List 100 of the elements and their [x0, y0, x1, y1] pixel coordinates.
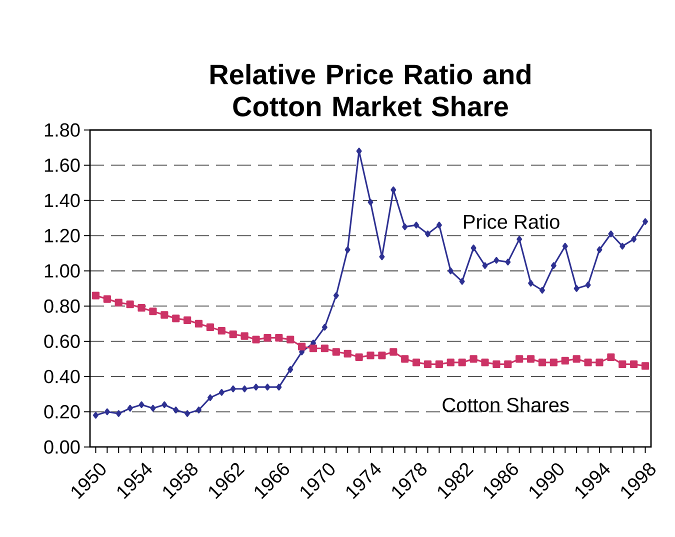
point [252, 336, 260, 344]
point [470, 355, 478, 363]
point [424, 360, 432, 368]
point [253, 384, 259, 391]
point [218, 326, 226, 335]
point [114, 298, 122, 306]
point [298, 342, 306, 350]
chart-title: Relative Price Ratio and Cotton Market Share [210, 64, 530, 116]
point [494, 256, 500, 264]
point [275, 334, 283, 342]
point [149, 308, 157, 316]
point [286, 336, 294, 344]
point [446, 358, 454, 366]
point [218, 388, 224, 396]
y-tick-label: 1.20 [44, 228, 80, 242]
point [620, 242, 626, 250]
point [607, 353, 615, 361]
point [572, 355, 580, 363]
point [574, 285, 580, 292]
point [344, 350, 352, 358]
point [550, 262, 556, 269]
y-tick-label: 1.00 [44, 264, 80, 278]
y-tick-label: 0.80 [44, 299, 80, 313]
point [207, 394, 213, 402]
y-tick-label: 0.40 [44, 370, 80, 384]
point [229, 330, 237, 338]
y-tick-label: 1.80 [44, 123, 80, 137]
point [184, 316, 192, 324]
point [390, 186, 396, 194]
point [505, 258, 511, 266]
point [160, 311, 168, 319]
point [608, 230, 614, 238]
point [366, 352, 374, 360]
point [173, 406, 179, 414]
point [584, 358, 592, 366]
point [332, 348, 340, 356]
point [92, 292, 100, 300]
point [162, 401, 168, 408]
point [435, 360, 443, 368]
point [322, 324, 328, 331]
point [288, 366, 294, 373]
y-tick-label: 0.60 [44, 334, 80, 348]
point [516, 236, 522, 243]
point [355, 353, 363, 361]
point [378, 352, 386, 360]
point [401, 355, 409, 363]
point [526, 355, 535, 363]
point [504, 360, 512, 368]
point [561, 356, 569, 364]
point [184, 410, 190, 417]
point [481, 358, 489, 366]
point [538, 358, 546, 366]
point [618, 360, 626, 368]
y-tick-label: 0.00 [44, 440, 80, 454]
point [103, 295, 111, 303]
series-label: Price Ratio [464, 214, 560, 229]
point [344, 246, 350, 254]
point [356, 148, 362, 155]
point [150, 404, 156, 412]
point [585, 282, 591, 288]
point [368, 198, 374, 206]
point [436, 222, 442, 228]
point [641, 362, 650, 370]
point [539, 286, 545, 294]
point [127, 404, 133, 412]
point [104, 408, 110, 416]
point [320, 344, 329, 352]
series-label: Cotton Shares [442, 397, 569, 412]
point [630, 360, 638, 368]
point [631, 236, 637, 243]
point [138, 401, 144, 408]
point [309, 344, 318, 352]
point [424, 230, 430, 238]
point [492, 360, 500, 368]
y-tick-label: 1.40 [44, 194, 80, 208]
point [92, 412, 98, 419]
point [172, 314, 180, 322]
y-tick-label: 1.60 [44, 158, 80, 172]
point [596, 358, 604, 366]
point [240, 332, 248, 340]
point [550, 358, 558, 366]
point [276, 384, 282, 391]
point [230, 385, 236, 392]
point [138, 304, 146, 312]
point [194, 320, 203, 328]
point [196, 406, 202, 414]
point [448, 267, 454, 274]
point [206, 323, 214, 332]
point [528, 280, 534, 287]
point [458, 358, 466, 366]
point [642, 218, 648, 225]
point [516, 355, 524, 363]
point [242, 385, 248, 392]
point [470, 244, 476, 252]
point [379, 253, 385, 260]
point [126, 300, 134, 308]
point [264, 384, 270, 391]
point [333, 292, 339, 299]
point [390, 348, 398, 356]
point [459, 278, 465, 285]
